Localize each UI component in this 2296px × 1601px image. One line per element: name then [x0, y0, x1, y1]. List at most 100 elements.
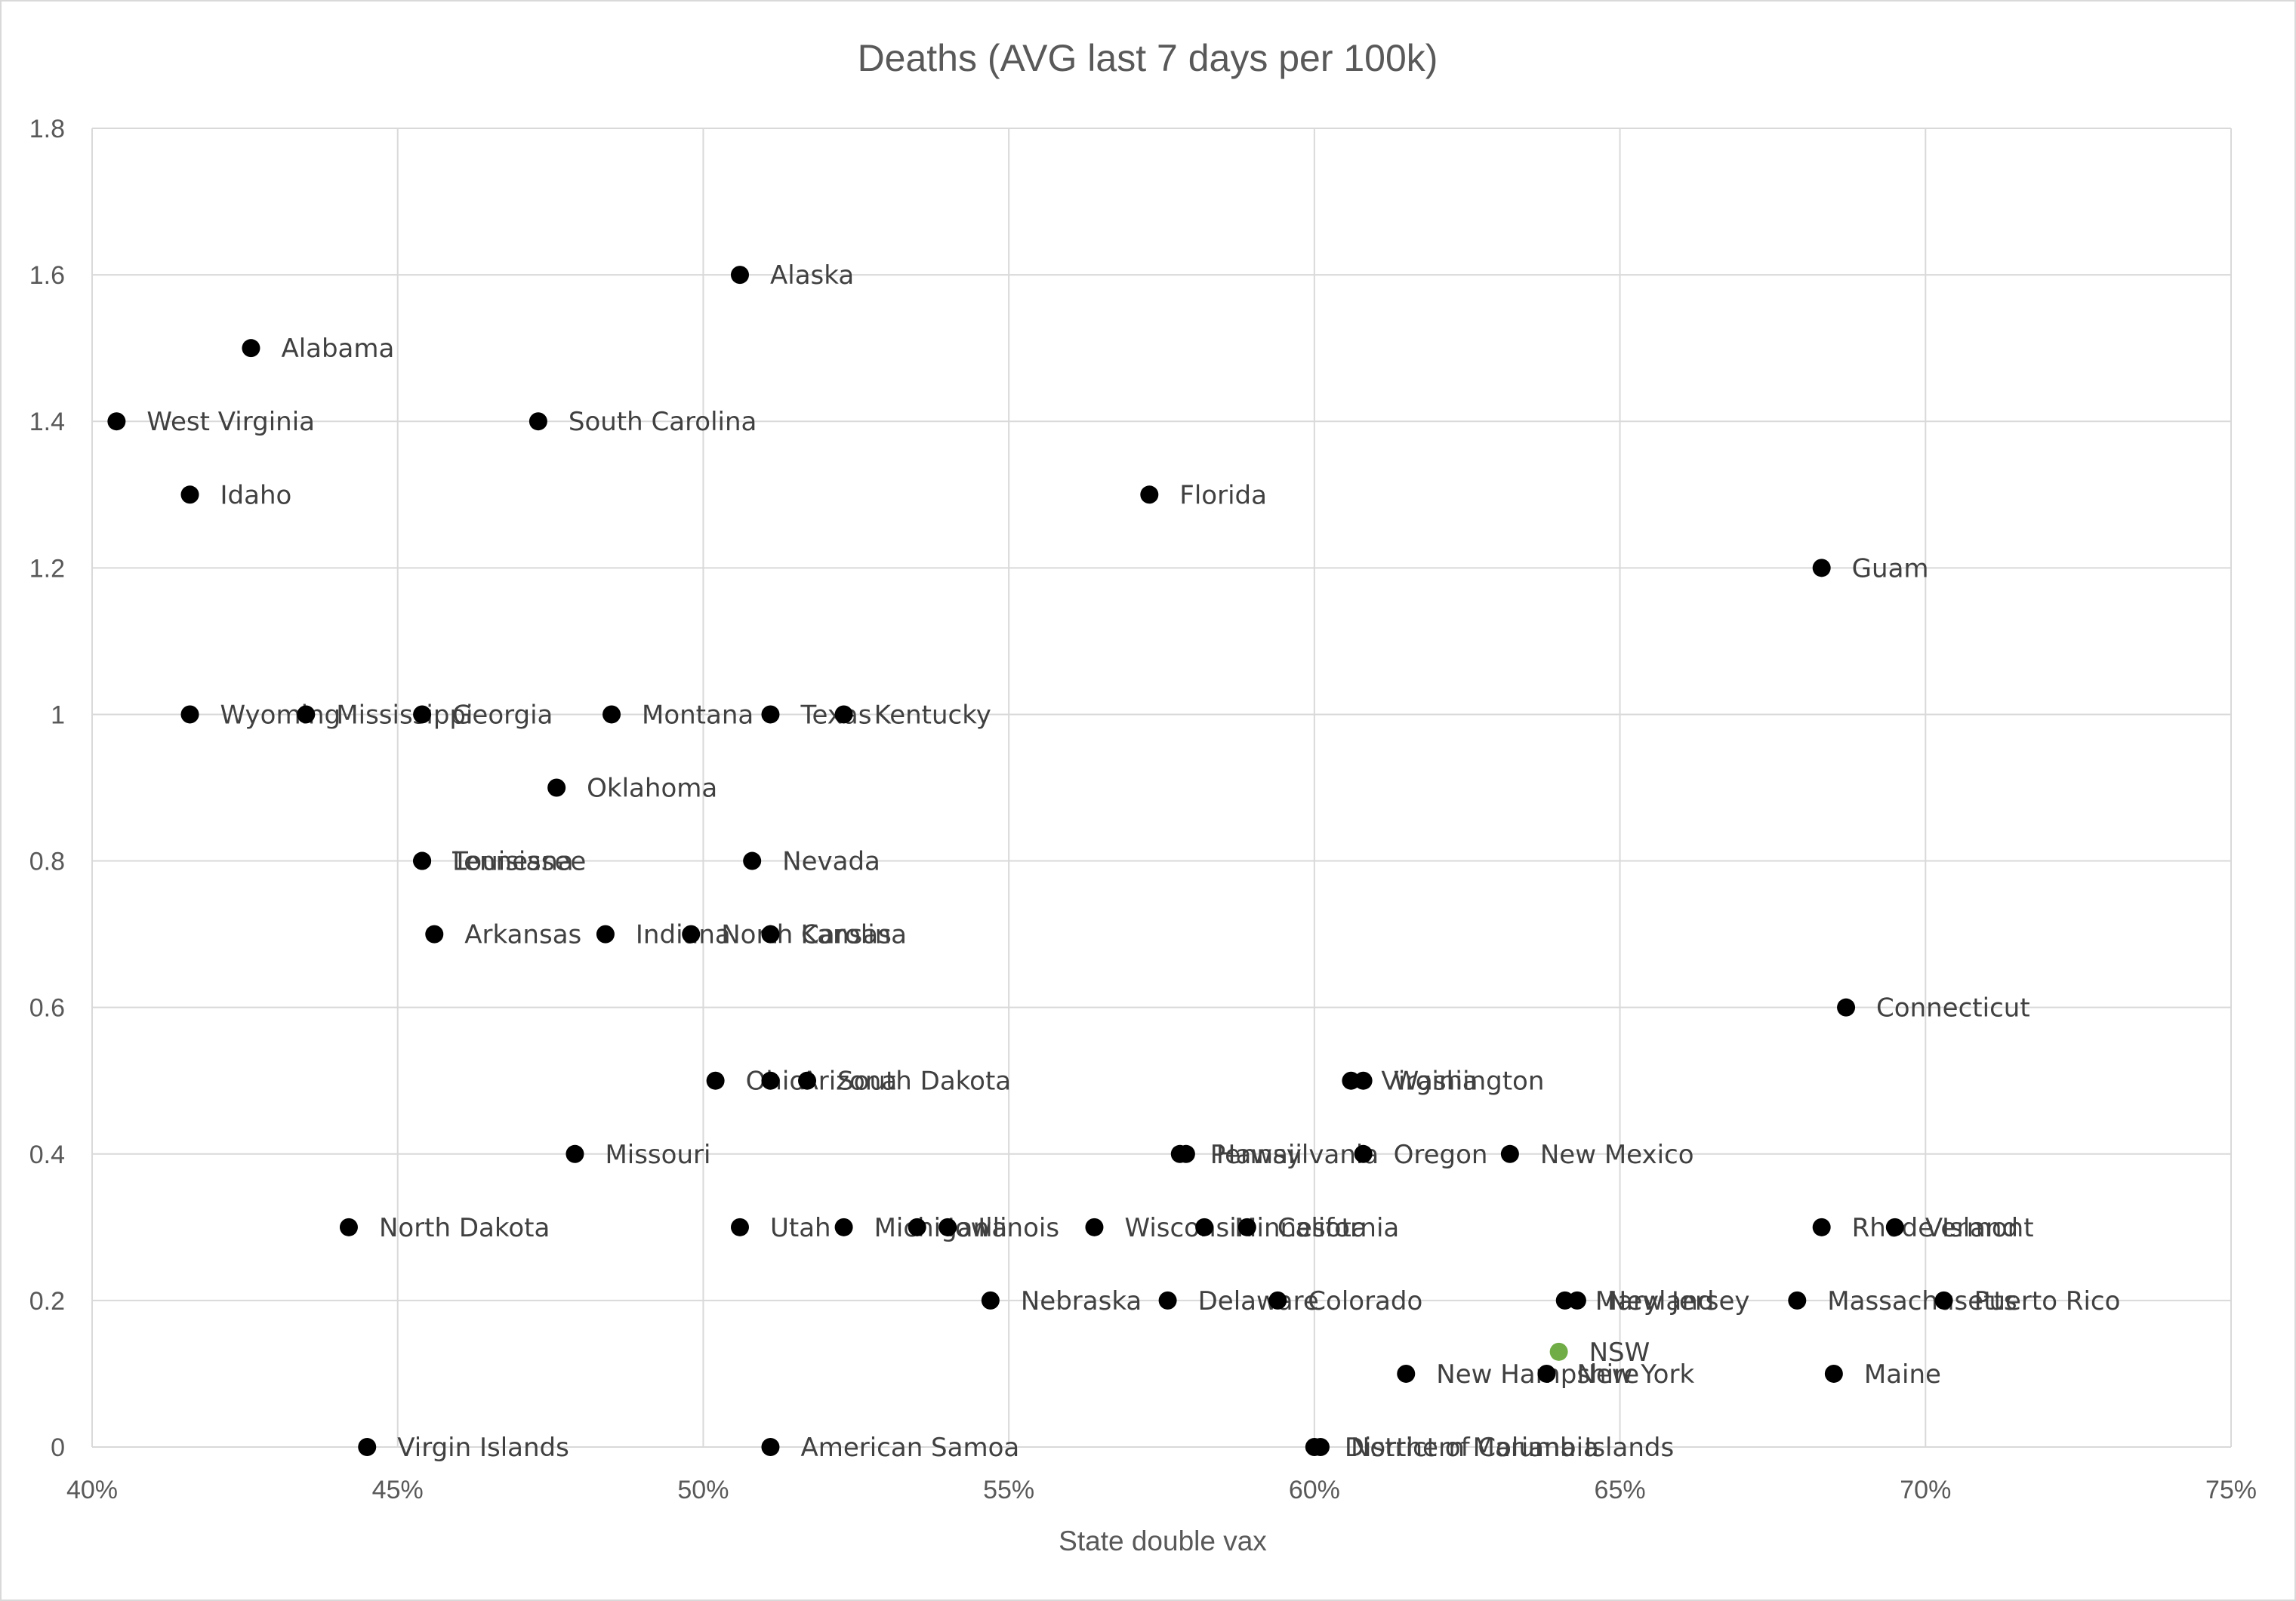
data-point [743, 851, 762, 870]
data-point-label: South Carolina [569, 407, 757, 437]
data-point [1311, 1438, 1330, 1456]
data-point [908, 1218, 926, 1236]
data-point [1837, 998, 1856, 1017]
data-point-label: South Dakota [837, 1067, 1011, 1097]
data-point-label: North Dakota [379, 1213, 550, 1243]
data-point-label: Wisconsin [1124, 1213, 1253, 1243]
data-point [1195, 1218, 1214, 1236]
data-point [1354, 1071, 1373, 1090]
x-tick-label: 60% [1289, 1476, 1340, 1504]
data-point [1158, 1291, 1177, 1310]
data-point-label: Arkansas [464, 920, 581, 950]
data-point-label: Louisiana [452, 847, 574, 877]
data-point [1140, 485, 1159, 504]
data-point-label: Colorado [1308, 1286, 1422, 1316]
data-point [1885, 1218, 1904, 1236]
y-tick-label: 1 [51, 700, 65, 729]
data-point [1397, 1364, 1416, 1383]
data-point [1537, 1364, 1556, 1383]
data-point [413, 705, 432, 724]
y-tick-label: 0.4 [29, 1141, 65, 1169]
data-point-label: Pennsylvania [1210, 1140, 1379, 1170]
x-tick-label: 55% [983, 1476, 1034, 1504]
data-point [1549, 1342, 1568, 1361]
data-point [706, 1071, 725, 1090]
data-point [730, 266, 749, 285]
data-point-label: Hawaii [1216, 1140, 1302, 1170]
data-point-label: American Samoa [800, 1433, 1019, 1463]
data-point [358, 1438, 377, 1456]
y-tick-label: 0.6 [29, 994, 65, 1023]
data-point-label: New Mexico [1540, 1140, 1694, 1170]
x-tick-label: 40% [66, 1476, 118, 1504]
data-point-label: Kansas [800, 920, 891, 950]
data-point [547, 778, 566, 797]
data-point-label: Florida [1179, 480, 1267, 510]
x-tick-label: 65% [1595, 1476, 1646, 1504]
data-point-label: Oregon [1394, 1140, 1488, 1170]
data-point-label: Nevada [782, 847, 880, 877]
data-point-label: Iowa [948, 1213, 1007, 1243]
data-point [603, 705, 621, 724]
data-point-label: Guam [1852, 553, 1929, 583]
data-point [761, 925, 780, 944]
data-point [180, 485, 199, 504]
data-point-label: New Jersey [1607, 1286, 1750, 1316]
data-point [1812, 1218, 1831, 1236]
data-point-label: Maryland [1595, 1286, 1715, 1316]
data-point-label: District of Columbia [1345, 1433, 1599, 1463]
data-point-label: Missouri [605, 1140, 710, 1170]
data-point [761, 1071, 780, 1090]
data-point [981, 1291, 1000, 1310]
data-point [1354, 1144, 1373, 1163]
data-point [1934, 1291, 1953, 1310]
axis-ticks: 0 0.2 0.4 0.6 0.8 1 1.2 1.4 1.6 1.8 40% 45% 50% 55% 60… [29, 115, 2257, 1504]
data-point-label: Tennessee [451, 847, 586, 877]
data-point [180, 705, 199, 724]
data-point-label: Wyoming [220, 700, 341, 730]
y-tick-label: 1.6 [29, 261, 65, 290]
data-point [1237, 1218, 1256, 1236]
data-point [761, 705, 780, 724]
gridlines [91, 128, 2232, 1448]
data-point-label: Maine [1864, 1359, 1941, 1390]
data-point-label: Idaho [220, 480, 292, 510]
data-point [834, 705, 853, 724]
data-point [798, 1071, 817, 1090]
x-tick-label: 75% [2205, 1476, 2257, 1504]
data-points: Alaska Alabama West Virginia South Carolina… [107, 260, 2120, 1463]
data-point [1268, 1291, 1287, 1310]
data-point-label: Montana [642, 700, 754, 730]
data-point [1500, 1144, 1519, 1163]
x-tick-label: 45% [372, 1476, 424, 1504]
data-point-label: Arizona [800, 1067, 897, 1097]
data-point-label: Puerto Rico [1974, 1286, 2121, 1316]
data-point [339, 1218, 358, 1236]
data-point [529, 412, 547, 431]
data-point-label: Virginia [1381, 1067, 1478, 1097]
data-point [834, 1218, 853, 1236]
data-point [1812, 559, 1831, 577]
data-point-label: Northern Mariana Islands [1351, 1433, 1674, 1463]
data-point-label: Alabama [281, 334, 394, 364]
data-point-label: Massachusetts [1827, 1286, 2017, 1316]
data-point-label: Alaska [770, 260, 854, 291]
y-tick-label: 0.8 [29, 848, 65, 876]
y-tick-label: 0.2 [29, 1287, 65, 1316]
data-point [425, 925, 444, 944]
data-point [682, 925, 701, 944]
data-point-label: Delaware [1198, 1286, 1319, 1316]
y-tick-label: 0 [51, 1433, 65, 1462]
data-point-label: Connecticut [1876, 993, 2030, 1024]
data-point [242, 339, 260, 358]
data-point-label: New York [1576, 1359, 1694, 1390]
data-point-label: Kentucky [874, 700, 991, 730]
x-tick-label: 70% [1900, 1476, 1951, 1504]
chart-title: Deaths (AVG last 7 days per 100k) [858, 37, 1438, 79]
data-point [566, 1144, 584, 1163]
data-point-label: Virgin Islands [397, 1433, 569, 1463]
y-tick-label: 1.4 [29, 408, 65, 436]
data-point [596, 925, 615, 944]
